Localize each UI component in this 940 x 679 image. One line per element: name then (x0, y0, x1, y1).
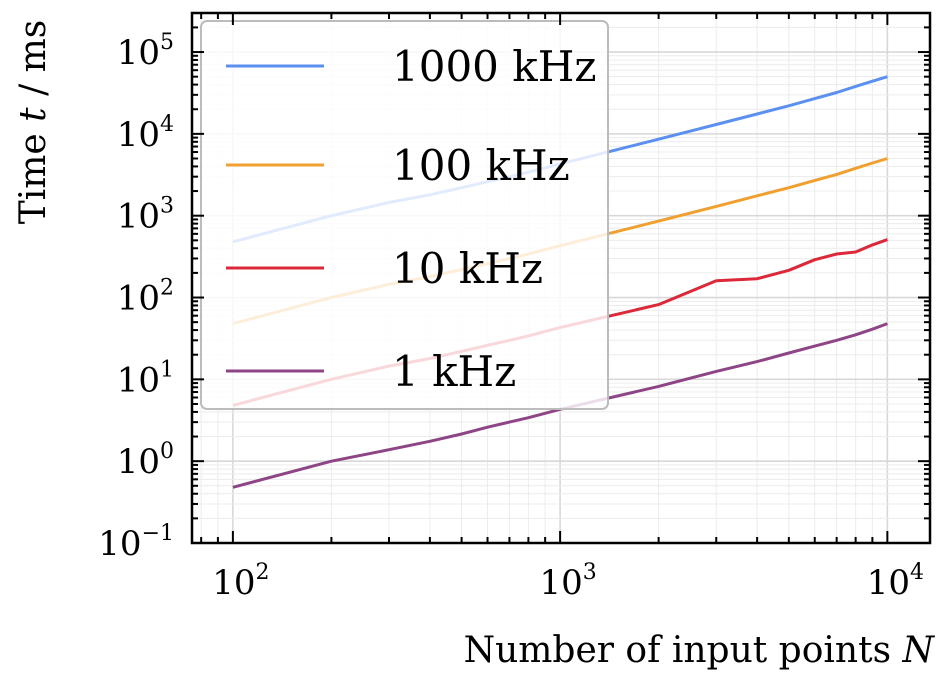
legend-label: 100 kHz (392, 141, 570, 190)
x-tick-label: 104 (867, 560, 924, 603)
y-tick-label: 104 (117, 112, 174, 155)
y-tick-label: 10−1 (98, 521, 174, 564)
legend-label: 1 kHz (392, 347, 516, 396)
plot-frame (190, 11, 932, 545)
legend-label: 1000 kHz (392, 42, 596, 91)
y-tick-label: 100 (117, 439, 174, 482)
tick-labels: 102 103 104 10−1 100 101 102 103 104 105 (98, 30, 924, 603)
y-tick-label: 102 (117, 276, 174, 319)
x-axis-label: Number of input points N (464, 630, 936, 671)
legend-label: 10 kHz (392, 244, 543, 293)
axes-frame (190, 11, 932, 545)
x-tick-label: 103 (539, 560, 596, 603)
y-tick-label: 105 (117, 30, 174, 73)
y-axis-label: Time t / ms (13, 20, 54, 225)
y-tick-label: 101 (117, 357, 174, 400)
legend: 1000 kHz 100 kHz 10 kHz 1 kHz (200, 20, 609, 410)
y-tick-label: 103 (117, 194, 174, 237)
x-tick-label: 102 (212, 560, 269, 603)
